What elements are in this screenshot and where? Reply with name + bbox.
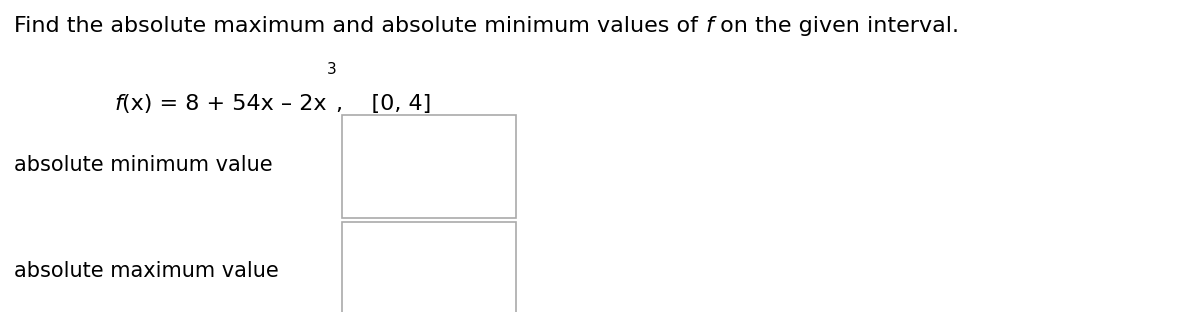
Text: 3: 3	[326, 62, 336, 77]
Text: on the given interval.: on the given interval.	[714, 16, 960, 36]
Text: f: f	[706, 16, 713, 36]
FancyBboxPatch shape	[342, 115, 516, 218]
Text: absolute maximum value: absolute maximum value	[14, 261, 280, 281]
Text: Find the absolute maximum and absolute minimum values of: Find the absolute maximum and absolute m…	[14, 16, 706, 36]
FancyBboxPatch shape	[342, 222, 516, 312]
Text: absolute minimum value: absolute minimum value	[14, 155, 274, 175]
Text: ,    [0, 4]: , [0, 4]	[336, 94, 431, 114]
Text: f: f	[114, 94, 122, 114]
Text: (x) = 8 + 54x – 2x: (x) = 8 + 54x – 2x	[122, 94, 326, 114]
